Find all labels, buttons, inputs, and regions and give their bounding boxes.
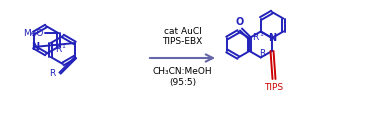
Text: cat AuCl: cat AuCl	[164, 27, 201, 36]
Text: CH₃CN:MeOH: CH₃CN:MeOH	[153, 67, 212, 77]
Text: R: R	[253, 33, 259, 42]
Text: TIPS-EBX: TIPS-EBX	[163, 37, 203, 46]
Text: N: N	[268, 33, 276, 43]
Text: MeO: MeO	[23, 29, 43, 37]
Text: R: R	[259, 49, 265, 59]
Text: (95:5): (95:5)	[169, 78, 196, 87]
Text: O: O	[236, 17, 244, 27]
Text: N: N	[31, 42, 39, 53]
Text: 1: 1	[259, 31, 263, 36]
Text: R: R	[49, 69, 56, 78]
Text: 1: 1	[61, 44, 65, 49]
Text: R: R	[55, 45, 61, 54]
Text: TIPS: TIPS	[265, 83, 284, 92]
